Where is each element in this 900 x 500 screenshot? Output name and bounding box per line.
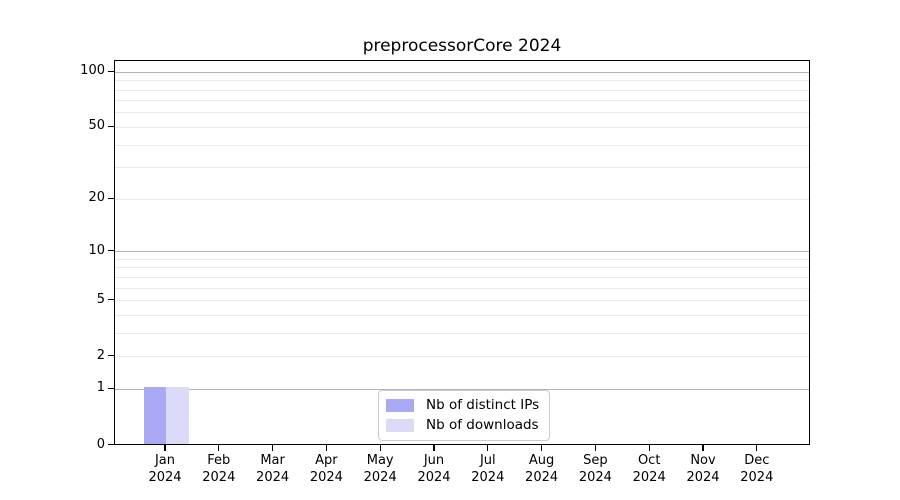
x-tick-mark (541, 444, 543, 451)
y-tick-mark (107, 70, 114, 72)
y-tick-label: 50 (88, 118, 105, 134)
x-tick-label: Mar 2024 (241, 452, 305, 486)
x-tick-label-line: Sep (583, 453, 608, 468)
y-tick-mark (107, 249, 114, 252)
x-tick-mark (379, 444, 381, 451)
major-gridline (115, 388, 809, 391)
minor-gridline (115, 144, 809, 146)
y-tick-label: 2 (96, 347, 105, 363)
x-tick-mark (433, 444, 435, 451)
x-tick-label-line: 2024 (148, 470, 182, 485)
y-tick-mark (107, 387, 114, 390)
minor-gridline (115, 267, 809, 269)
x-tick-label: Dec 2024 (725, 452, 789, 486)
major-gridline (115, 71, 809, 73)
minor-gridline (115, 167, 809, 169)
x-tick-label-line: 2024 (686, 470, 720, 485)
x-tick-mark (702, 444, 704, 451)
x-tick-label-line: Feb (207, 453, 231, 468)
x-tick-label: Jun 2024 (402, 452, 466, 486)
x-tick-label: Feb 2024 (187, 452, 251, 486)
x-tick-label-line: Dec (744, 453, 770, 468)
y-tick-mark (107, 298, 114, 301)
x-tick-label-line: 2024 (256, 470, 290, 485)
y-tick-mark (107, 197, 114, 199)
x-tick-mark (164, 444, 166, 451)
y-tick-label: 5 (96, 291, 105, 307)
legend-swatch-downloads-icon (386, 419, 414, 432)
minor-gridline (115, 100, 809, 102)
legend-item-distinct-ips: Nb of distinct IPs (386, 396, 542, 415)
x-tick-mark (594, 444, 596, 451)
x-tick-label-line: 2024 (471, 470, 505, 485)
x-tick-label-line: Jul (479, 453, 496, 468)
x-tick-mark (487, 444, 489, 451)
x-tick-label-line: Oct (637, 453, 661, 468)
legend-label-distinct-ips: Nb of distinct IPs (426, 397, 540, 413)
x-tick-label: Jul 2024 (456, 452, 520, 486)
y-tick-mark (107, 355, 114, 357)
legend: Nb of distinct IPs Nb of downloads (378, 390, 550, 441)
minor-gridline (115, 258, 809, 260)
x-tick-label: May 2024 (348, 452, 412, 486)
minor-gridline (115, 89, 809, 91)
x-tick-mark (756, 444, 758, 451)
y-tick-label: 10 (88, 242, 105, 258)
x-tick-label-line: 2024 (740, 470, 774, 485)
minor-gridline (115, 126, 809, 128)
x-tick-label-line: Apr (315, 453, 338, 468)
x-tick-label-line: 2024 (578, 470, 612, 485)
y-tick-label: 100 (80, 63, 105, 79)
x-tick-label-line: Nov (690, 453, 716, 468)
plot-area (114, 60, 810, 445)
x-tick-label-line: 2024 (202, 470, 236, 485)
bar-distinct-ips (143, 387, 166, 444)
chart-title: preprocessorCore 2024 (362, 36, 562, 56)
y-tick-label: 0 (96, 436, 105, 452)
y-tick-mark (107, 125, 114, 128)
x-tick-label: Sep 2024 (563, 452, 627, 486)
x-tick-label-line: May (366, 453, 394, 468)
legend-item-downloads: Nb of downloads (386, 416, 542, 435)
legend-swatch-distinct-ips-icon (386, 399, 414, 412)
x-tick-mark (648, 444, 650, 451)
minor-gridline (115, 198, 809, 200)
minor-gridline (115, 112, 809, 114)
x-tick-label-line: 2024 (309, 470, 343, 485)
x-tick-label-line: 2024 (363, 470, 397, 485)
x-tick-label-line: Mar (260, 453, 285, 468)
minor-gridline (115, 332, 809, 334)
x-tick-label-line: 2024 (525, 470, 559, 485)
minor-gridline (115, 300, 809, 302)
x-tick-label-line: Aug (528, 453, 555, 468)
minor-gridline (115, 276, 809, 278)
bar-downloads (166, 387, 189, 444)
x-tick-label: Oct 2024 (617, 452, 681, 486)
minor-gridline (115, 314, 809, 316)
x-tick-label-line: Jan (154, 453, 176, 468)
x-tick-label: Apr 2024 (294, 452, 358, 486)
minor-gridline (115, 356, 809, 358)
x-tick-label: Jan 2024 (133, 452, 197, 486)
major-gridline (115, 250, 809, 253)
x-tick-label-line: 2024 (632, 470, 666, 485)
y-tick-label: 20 (88, 190, 105, 206)
y-tick-label: 1 (96, 380, 105, 396)
x-tick-label: Nov 2024 (671, 452, 735, 486)
y-tick-mark (107, 443, 114, 446)
x-tick-mark (325, 444, 327, 451)
minor-gridline (115, 287, 809, 289)
x-tick-label: Aug 2024 (510, 452, 574, 486)
x-tick-mark (218, 444, 220, 451)
x-tick-mark (272, 444, 274, 451)
minor-gridline (115, 80, 809, 82)
legend-label-downloads: Nb of downloads (426, 417, 539, 433)
x-tick-label-line: 2024 (417, 470, 451, 485)
x-tick-label-line: Jun (423, 453, 445, 468)
